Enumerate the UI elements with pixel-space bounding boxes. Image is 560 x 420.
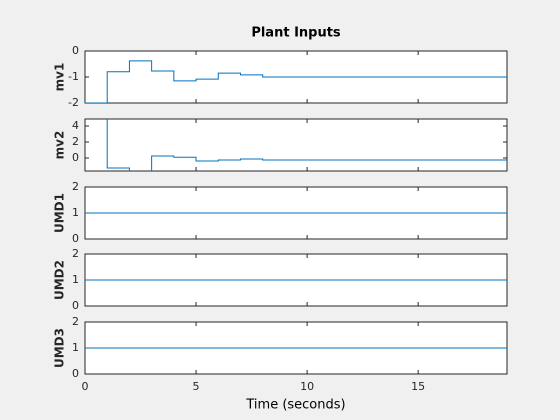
y-tick-label: 0: [72, 151, 79, 164]
x-axis-label: Time (seconds): [245, 398, 345, 413]
y-axis-label: UMD1: [53, 193, 67, 233]
y-tick-label: -1: [68, 70, 79, 83]
y-axis-label: UMD3: [53, 328, 67, 368]
y-tick-label: 0: [72, 44, 79, 57]
y-tick-label: -2: [68, 96, 79, 109]
y-tick-label: 0: [72, 367, 79, 380]
chart-title: Plant Inputs: [251, 26, 341, 41]
y-tick-label: 2: [72, 180, 79, 193]
y-tick-label: 4: [72, 119, 79, 132]
y-tick-label: 1: [72, 206, 79, 219]
stairs-line: [85, 60, 507, 103]
x-tick-label: 5: [193, 380, 200, 393]
y-tick-label: 1: [72, 273, 79, 286]
y-tick-label: 2: [72, 247, 79, 260]
y-axis-label: mv2: [53, 131, 67, 160]
axes-background: [84, 118, 508, 172]
y-axis-label: mv1: [53, 63, 67, 92]
x-tick-label: 0: [82, 380, 89, 393]
y-tick-label: 0: [72, 299, 79, 312]
y-tick-label: 2: [72, 135, 79, 148]
x-tick-label: 15: [411, 380, 425, 393]
y-tick-label: 2: [72, 315, 79, 328]
y-axis-label: UMD2: [53, 260, 67, 300]
y-tick-label: 0: [72, 232, 79, 245]
stairs-line: [106, 119, 507, 171]
y-tick-label: 1: [72, 341, 79, 354]
x-tick-label: 10: [300, 380, 314, 393]
